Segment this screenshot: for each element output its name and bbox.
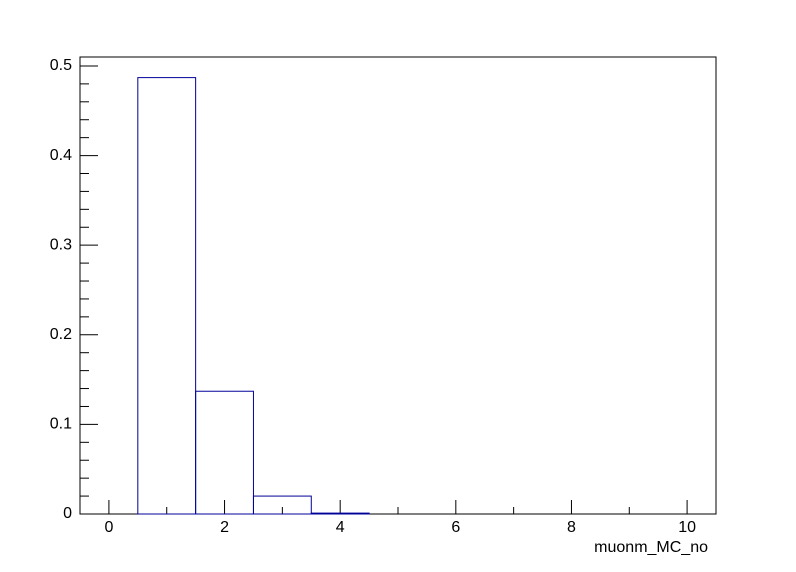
y-tick-label: 0.4 <box>50 147 72 164</box>
bar <box>310 512 370 515</box>
frame <box>79 56 717 515</box>
bar <box>252 495 312 515</box>
x-tick-label: 2 <box>220 519 229 536</box>
y-tick-label: 0.3 <box>50 236 72 253</box>
y-tick-label: 0.1 <box>50 416 72 433</box>
y-tick-label: 0 <box>63 505 72 522</box>
x-tick-label: 8 <box>567 519 576 536</box>
x-tick-label: 6 <box>451 519 460 536</box>
y-tick-label: 0.2 <box>50 326 72 343</box>
x-tick-label: 10 <box>678 519 696 536</box>
bar <box>195 390 254 515</box>
y-tick-label: 0.5 <box>50 57 72 74</box>
x-tick-label: 4 <box>336 519 345 536</box>
x-tick-label: 0 <box>104 519 113 536</box>
x-axis-title: muonm_MC_no <box>594 539 708 556</box>
bar <box>137 77 197 515</box>
